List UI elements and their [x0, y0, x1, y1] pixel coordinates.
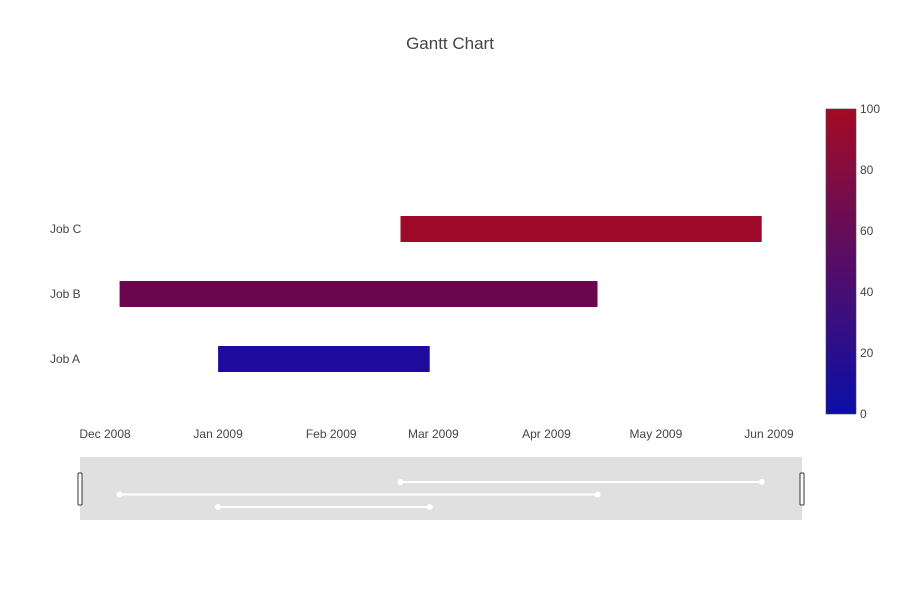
range-slider[interactable] — [77, 457, 805, 520]
y-tick-label: Job A — [50, 352, 80, 366]
x-tick-label: Feb 2009 — [306, 427, 357, 441]
y-tick-label: Job C — [50, 222, 82, 236]
x-axis: Dec 2008 Jan 2009 Feb 2009 Mar 2009 Apr 2009… — [79, 427, 794, 441]
x-tick-label: Jun 2009 — [744, 427, 794, 441]
range-slider-trace-point — [215, 504, 222, 510]
colorbar-tick-label: 20 — [860, 346, 874, 360]
x-tick-label: Mar 2009 — [408, 427, 459, 441]
colorbar-tick-label: 80 — [860, 163, 874, 177]
gantt-bar[interactable] — [400, 216, 762, 242]
range-slider-trace-point — [426, 504, 433, 510]
range-slider-trace-point — [758, 479, 765, 485]
colorbar-tick-label: 40 — [860, 285, 874, 299]
range-slider-background — [80, 457, 802, 520]
y-tick-label: Job B — [50, 287, 81, 301]
x-tick-label: Apr 2009 — [522, 427, 571, 441]
range-slider-trace-point — [594, 491, 601, 498]
colorbar-gradient — [825, 108, 857, 415]
y-axis: Job A Job B Job C — [50, 222, 82, 366]
range-slider-trace-point — [116, 491, 123, 498]
chart-title: Gantt Chart — [406, 34, 494, 53]
colorbar-tick-label: 0 — [860, 407, 867, 421]
range-slider-left-handle[interactable] — [77, 472, 83, 506]
x-tick-label: Jan 2009 — [193, 427, 243, 441]
range-slider-trace-point — [397, 479, 404, 485]
colorbar: 0 20 40 60 80 100 — [825, 102, 880, 421]
colorbar-tick-label: 60 — [860, 224, 874, 238]
x-tick-label: May 2009 — [630, 427, 683, 441]
gantt-bar[interactable] — [218, 346, 430, 372]
plot-area[interactable] — [119, 216, 762, 372]
range-slider-right-handle[interactable] — [799, 472, 805, 506]
gantt-bar[interactable] — [119, 281, 598, 307]
x-tick-label: Dec 2008 — [79, 427, 131, 441]
colorbar-tick-label: 100 — [860, 102, 880, 116]
